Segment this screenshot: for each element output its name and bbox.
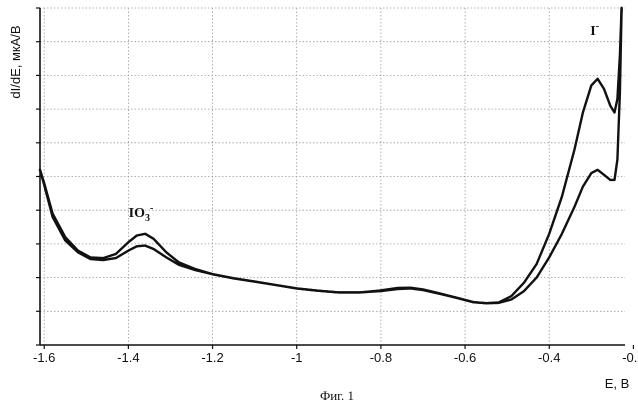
x-tick-label: -1.4 bbox=[117, 350, 139, 365]
annotation-label: I- bbox=[590, 21, 599, 39]
y-axis-title: dI/dE, мкА/В bbox=[8, 25, 23, 98]
series-line-1 bbox=[40, 8, 622, 303]
x-tick-label: -0.2 bbox=[622, 350, 638, 365]
x-tick-label: -1 bbox=[291, 350, 303, 365]
series-lines bbox=[40, 8, 622, 303]
x-ticks: -1.6 -1.4 -1.2 -1 -0.8 -0.6 -0.4 -0.2 bbox=[33, 345, 638, 365]
grid bbox=[40, 8, 625, 345]
x-tick-label: -0.8 bbox=[370, 350, 392, 365]
annotations: IO3- I- bbox=[129, 21, 599, 224]
x-tick-label: -0.6 bbox=[454, 350, 476, 365]
annotation-label: IO3- bbox=[129, 203, 154, 224]
x-tick-label: -1.6 bbox=[33, 350, 55, 365]
x-axis-title: E, B bbox=[605, 376, 630, 391]
series-line-2 bbox=[40, 8, 622, 303]
figure-caption: Фиг. 1 bbox=[320, 388, 354, 403]
x-tick-label: -0.4 bbox=[538, 350, 560, 365]
x-tick-label: -1.2 bbox=[201, 350, 223, 365]
